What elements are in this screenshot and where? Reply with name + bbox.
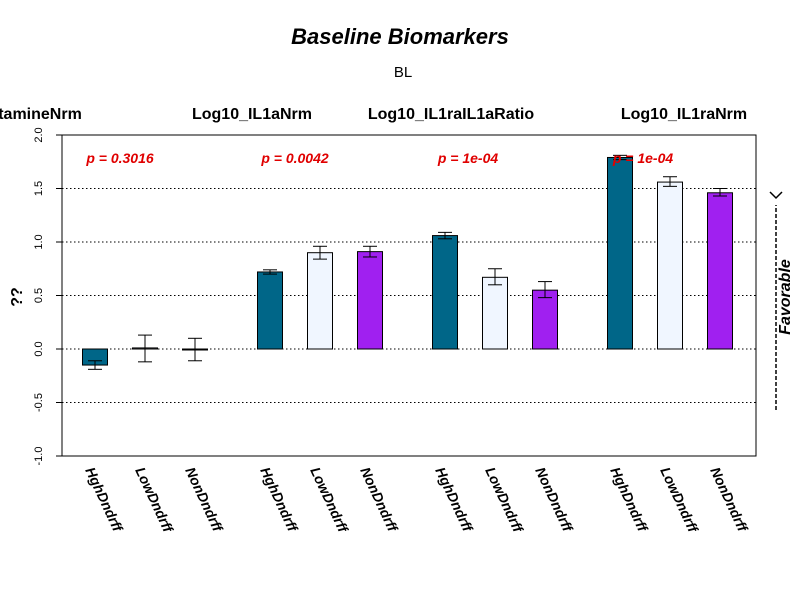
chart-title: Baseline Biomarkers [291, 24, 509, 49]
bar [257, 271, 283, 350]
y-axis: -1.0 -0.5 0.0 0.5 1.0 1.5 2.0 [33, 127, 62, 465]
x-tick-label: LowDndrff [307, 465, 352, 536]
bar [707, 192, 733, 350]
p-value-label: p = 1e-04 [612, 150, 674, 166]
x-tick-label: HghDndrff [432, 465, 476, 535]
bar [432, 235, 458, 350]
p-value-label: p = 0.3016 [85, 150, 154, 166]
y-tick-label: 1.0 [33, 234, 45, 249]
chart-subtitle: BL [394, 64, 412, 81]
x-axis-labels: HghDndrff LowDndrff NonDndrff HghDndrff LowD… [82, 465, 751, 536]
bars-layer [82, 156, 733, 366]
bar [657, 181, 683, 350]
bar [607, 156, 633, 350]
x-tick-label: HghDndrff [607, 465, 651, 535]
p-value-label: p = 1e-04 [437, 150, 499, 166]
p-value-label: p = 0.0042 [260, 150, 329, 166]
x-tick-label: HghDndrff [82, 465, 126, 535]
y-tick-label: -1.0 [33, 447, 45, 466]
x-tick-label: LowDndrff [657, 465, 702, 536]
y-tick-label: 2.0 [33, 127, 45, 142]
panel-label: Log10_IL1raIL1aRatio [368, 106, 535, 123]
favorable-label: Favorable [777, 259, 794, 335]
grid-lines [62, 188, 756, 403]
x-tick-label: NonDndrff [357, 465, 401, 535]
x-tick-label: LowDndrff [132, 465, 177, 536]
y-axis-label: ?? [9, 287, 26, 307]
x-tick-label: NonDndrff [532, 465, 576, 535]
x-tick-label: NonDndrff [707, 465, 751, 535]
y-tick-label: 0.0 [33, 341, 45, 356]
y-tick-label: 0.5 [33, 288, 45, 303]
bar [307, 252, 333, 350]
favorable-indicator: Favorable [769, 191, 794, 410]
x-tick-label: LowDndrff [482, 465, 527, 536]
bar [357, 251, 383, 350]
error-bars-layer [88, 154, 727, 370]
x-tick-label: NonDndrff [182, 465, 226, 535]
p-value-labels: p = 0.3016 p = 0.0042 p = 1e-04 p = 1e-04 [85, 150, 673, 166]
y-tick-label: -0.5 [33, 393, 45, 412]
panel-label: tamineNrm [0, 106, 82, 123]
bar [532, 289, 558, 350]
bar [482, 276, 508, 350]
x-tick-label: HghDndrff [257, 465, 301, 535]
panel-label: Log10_IL1aNrm [192, 106, 312, 123]
y-tick-label: 1.5 [33, 181, 45, 196]
favorable-arrow-head [769, 191, 783, 200]
panel-label: Log10_IL1raNrm [621, 106, 747, 123]
panel-labels: tamineNrm Log10_IL1aNrm Log10_IL1raIL1aRat… [0, 106, 747, 123]
